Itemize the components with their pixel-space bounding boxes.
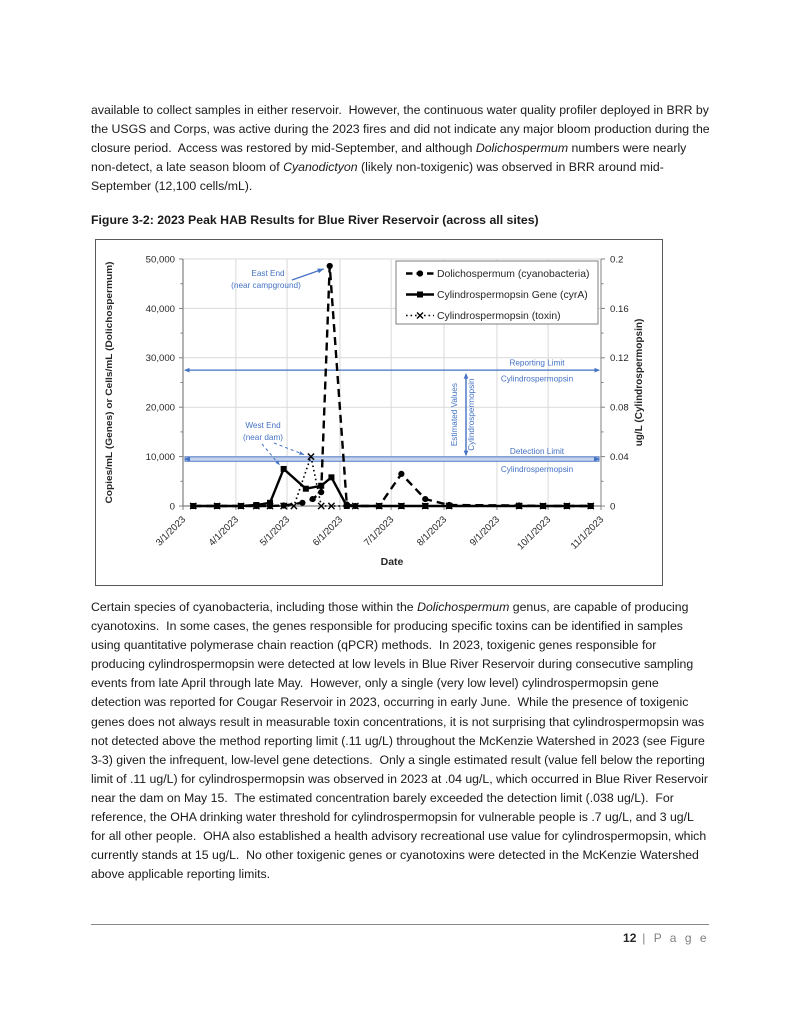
svg-text:ug/L (Cylindrospermopsin): ug/L (Cylindrospermopsin) (634, 319, 645, 447)
hab-results-chart-svg: 0 10,000 20,000 30,000 40,000 50,000 0 0.04 0.08… (104, 254, 645, 569)
svg-text:Dolichospermum (cyanobacteria): Dolichospermum (cyanobacteria) (437, 269, 589, 280)
svg-text:Date: Date (381, 556, 404, 568)
intro-paragraph: available to collect samples in either r… (91, 103, 714, 194)
svg-text:0: 0 (170, 501, 175, 512)
svg-text:0.2: 0.2 (610, 254, 623, 265)
svg-text:East End: East End (251, 269, 285, 278)
svg-text:(near dam): (near dam) (243, 433, 283, 442)
reference-line-reporting-limit: Reporting Limit Cylindrospermopsin (184, 359, 600, 384)
footer-divider (91, 924, 709, 925)
svg-text:Cylindrospermopsin: Cylindrospermopsin (467, 378, 476, 451)
svg-text:Cylindrospermopsin: Cylindrospermopsin (501, 465, 574, 474)
svg-text:5/1/2023: 5/1/2023 (258, 514, 292, 548)
svg-text:(near campground): (near campground) (231, 281, 301, 290)
svg-text:0.16: 0.16 (610, 304, 629, 315)
svg-text:Detection Limit: Detection Limit (510, 447, 565, 456)
svg-text:20,000: 20,000 (146, 403, 175, 414)
svg-text:0.08: 0.08 (610, 403, 629, 414)
series-dolichospermum-cyanobacteria- (190, 262, 594, 510)
annotation-east-end: East End (near campground) (231, 268, 324, 290)
svg-text:0: 0 (610, 501, 615, 512)
svg-text:Estimated Values: Estimated Values (450, 383, 459, 446)
svg-text:10,000: 10,000 (146, 452, 175, 463)
svg-text:Copies/mL (Genes) or Cells/mL: Copies/mL (Genes) or Cells/mL (Dolichosp… (104, 262, 115, 504)
series-cylindrospermopsin-toxin- (189, 453, 595, 510)
page-number-value: 12 (623, 931, 637, 945)
svg-text:0.04: 0.04 (610, 452, 629, 463)
annotation-estimated-values: Estimated Values Cylindrospermopsin (450, 373, 476, 457)
svg-text:3/1/2023: 3/1/2023 (154, 514, 188, 548)
page-number: 12 | P a g e (623, 931, 709, 945)
svg-text:West End: West End (245, 421, 281, 430)
svg-text:Reporting Limit: Reporting Limit (509, 359, 565, 368)
svg-text:40,000: 40,000 (146, 304, 175, 315)
svg-text:10/1/2023: 10/1/2023 (515, 514, 553, 552)
svg-text:7/1/2023: 7/1/2023 (362, 514, 396, 548)
reference-line-detection-limit: Detection Limit Cylindrospermopsin (184, 447, 600, 474)
svg-text:Cylindrospermopsin (toxin): Cylindrospermopsin (toxin) (437, 311, 561, 322)
chart-legend: Dolichospermum (cyanobacteria) Cylindrosp… (395, 260, 599, 325)
annotation-west-end: West End (near dam) (243, 421, 305, 466)
svg-text:6/1/2023: 6/1/2023 (311, 514, 345, 548)
svg-text:0.12: 0.12 (610, 353, 629, 364)
svg-text:9/1/2023: 9/1/2023 (468, 514, 502, 548)
chart-axis-titles: Copies/mL (Genes) or Cells/mL (Dolichosp… (104, 262, 645, 569)
svg-text:4/1/2023: 4/1/2023 (207, 514, 241, 548)
svg-text:11/1/2023: 11/1/2023 (569, 514, 606, 551)
svg-text:8/1/2023: 8/1/2023 (415, 514, 449, 548)
page-word: | P a g e (642, 931, 709, 945)
svg-text:Cylindrospermopsin Gene (cyrA): Cylindrospermopsin Gene (cyrA) (437, 290, 588, 301)
svg-text:Cylindrospermopsin: Cylindrospermopsin (501, 375, 574, 384)
figure-3-2-chart: 0 10,000 20,000 30,000 40,000 50,000 0 0.04 0.08… (95, 239, 663, 586)
figure-caption: Figure 3-2: 2023 Peak HAB Results for Bl… (91, 213, 539, 227)
svg-text:30,000: 30,000 (146, 353, 175, 364)
svg-text:50,000: 50,000 (146, 254, 175, 265)
body-paragraph: Certain species of cyanobacteria, includ… (91, 600, 712, 882)
